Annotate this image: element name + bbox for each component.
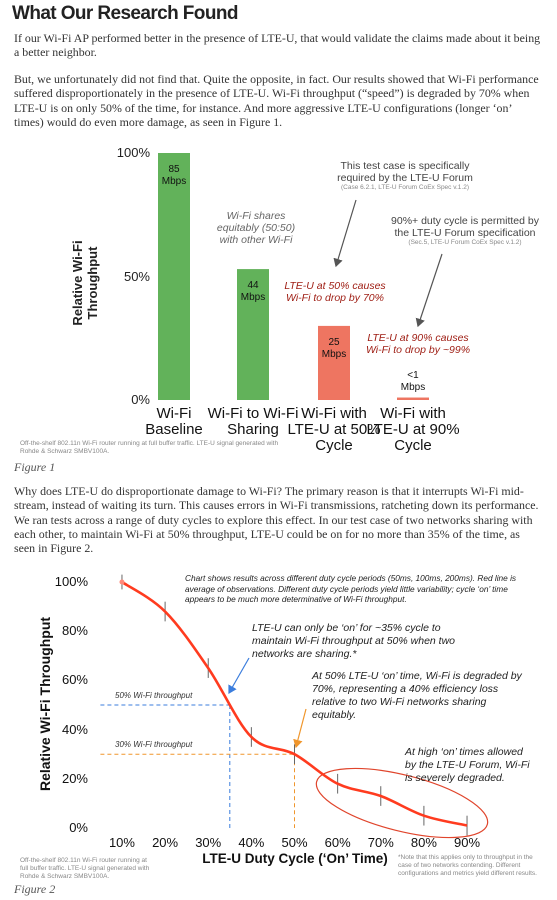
y-tick-label: 0% [69, 820, 88, 835]
x-tick-label: Wi-Fi Baseline [145, 405, 203, 438]
figure-caption: Figure 1 [14, 460, 56, 474]
annotation: Wi-Fi shares equitably (50:50) with othe… [216, 210, 296, 246]
footnote: Off-the-shelf 802.11n Wi-Fi router runni… [20, 440, 279, 455]
bar [158, 153, 190, 400]
bar-label: 44 Mbps [240, 280, 266, 304]
highlight-ellipse [315, 767, 489, 839]
x-tick-label: 90% [454, 835, 481, 850]
page-title: What Our Research Found [12, 3, 238, 24]
x-tick-label: Wi-Fi with LTE-U at 50% Cycle [287, 405, 381, 454]
y-tick-label: 40% [61, 721, 88, 737]
x-tick-label: 60% [324, 835, 351, 850]
x-tick-label: Wi-Fi with LTE-U at 90% Cycle [366, 405, 460, 454]
x-axis-label: LTE-U Duty Cycle (‘On’ Time) [202, 851, 388, 866]
y-tick-label: 80% [61, 623, 88, 639]
y-tick-label: 100% [54, 574, 88, 589]
bar-label: 85 Mbps [161, 164, 187, 187]
x-tick-label: 40% [238, 835, 265, 850]
annotation: 90%+ duty cycle is permitted by the LTE-… [391, 215, 539, 239]
bar [318, 325, 350, 400]
x-tick-label: 10% [108, 835, 135, 850]
reference-label: 30% Wi-Fi throughput [115, 740, 193, 750]
bar [397, 397, 429, 400]
annotation: At 50% LTE-U ‘on’ time, Wi-Fi is degrade… [312, 670, 522, 721]
annotation: (Sec.5, LTE-U Forum CoEx Spec v.1.2) [408, 239, 522, 246]
y-tick-label: 20% [61, 770, 88, 786]
arrow [415, 253, 443, 328]
x-tick-label: 50% [281, 835, 308, 850]
arrow [228, 657, 250, 695]
y-tick-label: 0% [131, 392, 150, 407]
x-tick-label: 30% [195, 835, 222, 850]
reference-label: 50% Wi-Fi throughput [115, 691, 193, 700]
annotation: At high ‘on’ times allowed by the LTE-U … [405, 746, 530, 784]
annotation: LTE-U at 90% causes Wi-Fi to drop by ~99… [365, 332, 471, 356]
figure-caption: Figure 2 [14, 882, 56, 896]
arrow [293, 708, 307, 749]
paragraph: If our Wi-Fi AP performed better in the … [14, 31, 541, 60]
bar-label: 25 Mbps [321, 336, 347, 360]
x-tick-label: 70% [367, 835, 394, 850]
bar-label: <1 Mbps [400, 369, 426, 393]
annotation: This test case is specifically required … [337, 160, 473, 184]
footnote: Off-the-shelf 802.11n Wi-Fi router runni… [20, 857, 150, 880]
point [119, 579, 125, 585]
annotation: Chart shows results across different dut… [185, 573, 517, 604]
annotation: (Case 6.2.1, LTE-U Forum CoEx Spec v.1.2… [341, 184, 469, 191]
paragraph: Why does LTE-U do disproportionate damag… [14, 484, 539, 556]
line-series [121, 580, 468, 827]
paragraph: But, we unfortunately did not find that.… [14, 72, 539, 129]
y-axis-label: Relative Wi-Fi Throughput [37, 616, 53, 792]
x-tick-label: Wi-Fi to Wi-Fi Sharing [207, 405, 299, 438]
y-tick-label: 50% [123, 268, 150, 284]
y-tick-label: 60% [61, 672, 88, 688]
y-tick-label: 100% [116, 145, 150, 160]
annotation: LTE-U can only be ‘on’ for ~35% cycle to… [252, 622, 456, 660]
annotation: LTE-U at 50% causes Wi-Fi to drop by 70% [284, 280, 386, 304]
x-tick-label: 80% [410, 835, 437, 850]
footnote: *Note that this applies only to throughp… [398, 854, 537, 877]
bar [237, 269, 269, 400]
arrow [333, 199, 357, 268]
x-tick-label: 20% [152, 835, 179, 850]
